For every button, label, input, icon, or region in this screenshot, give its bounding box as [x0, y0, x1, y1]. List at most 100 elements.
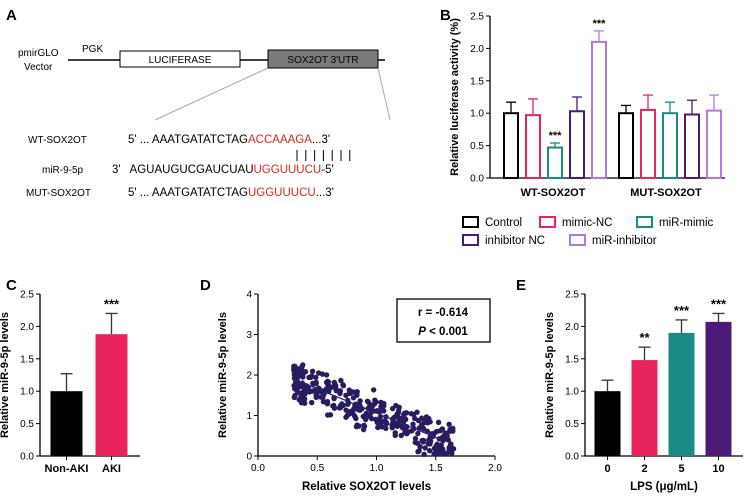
- chart-b-bar: [640, 108, 656, 179]
- chart-c-y-tick-label: 1.0: [20, 387, 34, 398]
- chart-d-point: [447, 428, 453, 435]
- chart-d-point: [426, 418, 432, 425]
- chart-e-significance: ***: [711, 296, 727, 311]
- chart-d-point: [434, 441, 440, 447]
- chart-d-point: [446, 421, 452, 427]
- base-pair-lines: [296, 150, 351, 161]
- utr-box: [267, 49, 379, 69]
- chart-d-point: [392, 432, 398, 439]
- chart-b-legend-label: miR-mimic: [659, 217, 714, 229]
- chart-b-legend-swatch: [569, 234, 586, 246]
- luciferase-label: LUCIFERASE: [149, 55, 212, 66]
- chart-b-y-axis-title: Relative luciferase activity (%): [449, 18, 461, 176]
- chart-d-point: [399, 425, 406, 431]
- chart-b-bar: [706, 109, 722, 179]
- chart-d-point: [337, 390, 343, 397]
- chart-c-x-tick-label: Non-AKI: [45, 463, 89, 475]
- chart-c-y-tick-label: 2.0: [20, 322, 34, 333]
- chart-e-significance: **: [639, 330, 650, 345]
- chart-e-y-tick-label: 0.0: [565, 452, 579, 463]
- chart-d-point: [431, 451, 437, 457]
- chart-d-point: [361, 423, 368, 429]
- correlation-chart: 0 1 2 3 4 Relative miR-9-5p levels 0.0 0.5 1.0 1.…: [217, 290, 502, 494]
- chart-d-point: [447, 442, 454, 448]
- panel-b: B 0.0 0.5 1.0 1.5 2.0 2.5 Relative luciferase …: [440, 7, 725, 247]
- chart-d-fit-line: [293, 378, 442, 441]
- chart-e-significance: ***: [674, 303, 690, 318]
- chart-d-point: [435, 419, 442, 426]
- chart-d-point: [420, 439, 426, 445]
- chart-d-point: [422, 445, 428, 451]
- chart-d-point: [339, 401, 345, 407]
- mut-sequence: 5' ... AAATGATATCTAGUGGUUUCU...3': [128, 187, 334, 199]
- chart-d-point: [302, 388, 309, 394]
- chart-d-point: [347, 410, 353, 417]
- chart-d-point: [403, 410, 410, 416]
- chart-d-r-value: r = -0.614: [418, 307, 469, 319]
- panel-a-label: A: [6, 7, 17, 24]
- chart-d-point: [383, 420, 390, 427]
- chart-b-legend-swatch: [462, 216, 479, 228]
- chart-b-bar: [547, 146, 563, 180]
- chart-b-significance: ***: [549, 130, 563, 142]
- chart-d-point: [405, 429, 411, 435]
- chart-c-y-tick-label: 0.0: [20, 452, 34, 463]
- luciferase-chart: 0.0 0.5 1.0 1.5 2.0 2.5 Relative luciferase ac…: [449, 12, 725, 247]
- chart-d-x-tick-label: 2.0: [488, 463, 502, 474]
- chart-d-point: [374, 419, 380, 426]
- chart-d-point: [436, 449, 443, 455]
- chart-d-point: [300, 362, 306, 368]
- chart-d-point: [424, 428, 431, 435]
- chart-b-y-tick-label: 2.5: [470, 12, 484, 23]
- chart-d-point: [318, 394, 324, 400]
- chart-d-point: [298, 400, 305, 406]
- chart-b-legend-label: inhibitor NC: [485, 235, 545, 247]
- chart-e-x-tick-label: 10: [712, 463, 724, 475]
- chart-d-x-tick-label: 0.5: [310, 463, 324, 474]
- chart-d-y-tick-label: 0: [246, 452, 252, 463]
- chart-c-bar: [95, 334, 128, 456]
- chart-b-bar: [569, 110, 585, 179]
- chart-d-point: [419, 421, 425, 428]
- chart-d-stats-box: [396, 298, 491, 343]
- chart-b-y-tick-label: 0.5: [470, 141, 484, 152]
- chart-b-legend-label: Control: [485, 217, 522, 229]
- chart-b-bar: [503, 112, 519, 179]
- chart-d-point: [369, 403, 376, 409]
- chart-d-point: [323, 372, 330, 378]
- chart-d-y-tick-label: 4: [246, 290, 252, 301]
- chart-d-point: [408, 411, 415, 417]
- chart-d-point: [357, 398, 363, 404]
- panel-c-label: C: [6, 277, 17, 294]
- chart-b-bar: [618, 112, 634, 179]
- chart-e-bar: [594, 391, 621, 456]
- chart-b-legend-label: mimic-NC: [562, 217, 612, 229]
- chart-d-point: [338, 377, 344, 384]
- chart-d-point: [301, 396, 308, 402]
- chart-d-point: [309, 399, 315, 406]
- chart-d-point: [415, 448, 421, 455]
- chart-b-legend-swatch: [636, 216, 653, 228]
- vector-label-line1: pmirGLO: [18, 48, 59, 59]
- chart-d-point: [330, 403, 336, 409]
- panel-e: E 0.0 0.5 1.0 1.5 2.0 2.5 Relative miR-9-5p le…: [516, 277, 743, 493]
- chart-d-point: [308, 374, 314, 381]
- chart-d-point: [437, 428, 443, 434]
- chart-d-x-tick-label: 0.0: [251, 463, 265, 474]
- chart-b-legend-swatch: [462, 234, 479, 246]
- chart-d-point: [331, 383, 337, 390]
- chart-e-x-tick-label: 5: [678, 463, 684, 475]
- chart-e-x-tick-label: 0: [604, 463, 610, 475]
- chart-d-point: [353, 423, 360, 430]
- chart-d-point: [417, 444, 423, 450]
- lps-chart: 0.0 0.5 1.0 1.5 2.0 2.5 Relative miR-9-5p leve…: [544, 290, 743, 493]
- promoter-label: PGK: [82, 44, 103, 55]
- chart-e-x-tick-label: 2: [641, 463, 647, 475]
- chart-b-y-tick-label: 2.0: [470, 44, 484, 55]
- aki-chart: 0.0 0.5 1.0 1.5 2.0 2.5 Relative miR-9-5p leve…: [0, 290, 140, 475]
- chart-d-point: [324, 398, 331, 405]
- wt-sequence: 5' ... AAATGATATCTAGACCAAAGA...3': [128, 134, 330, 146]
- chart-d-point: [310, 380, 316, 386]
- chart-d-point: [364, 398, 371, 404]
- chart-e-y-tick-label: 2.5: [565, 290, 579, 301]
